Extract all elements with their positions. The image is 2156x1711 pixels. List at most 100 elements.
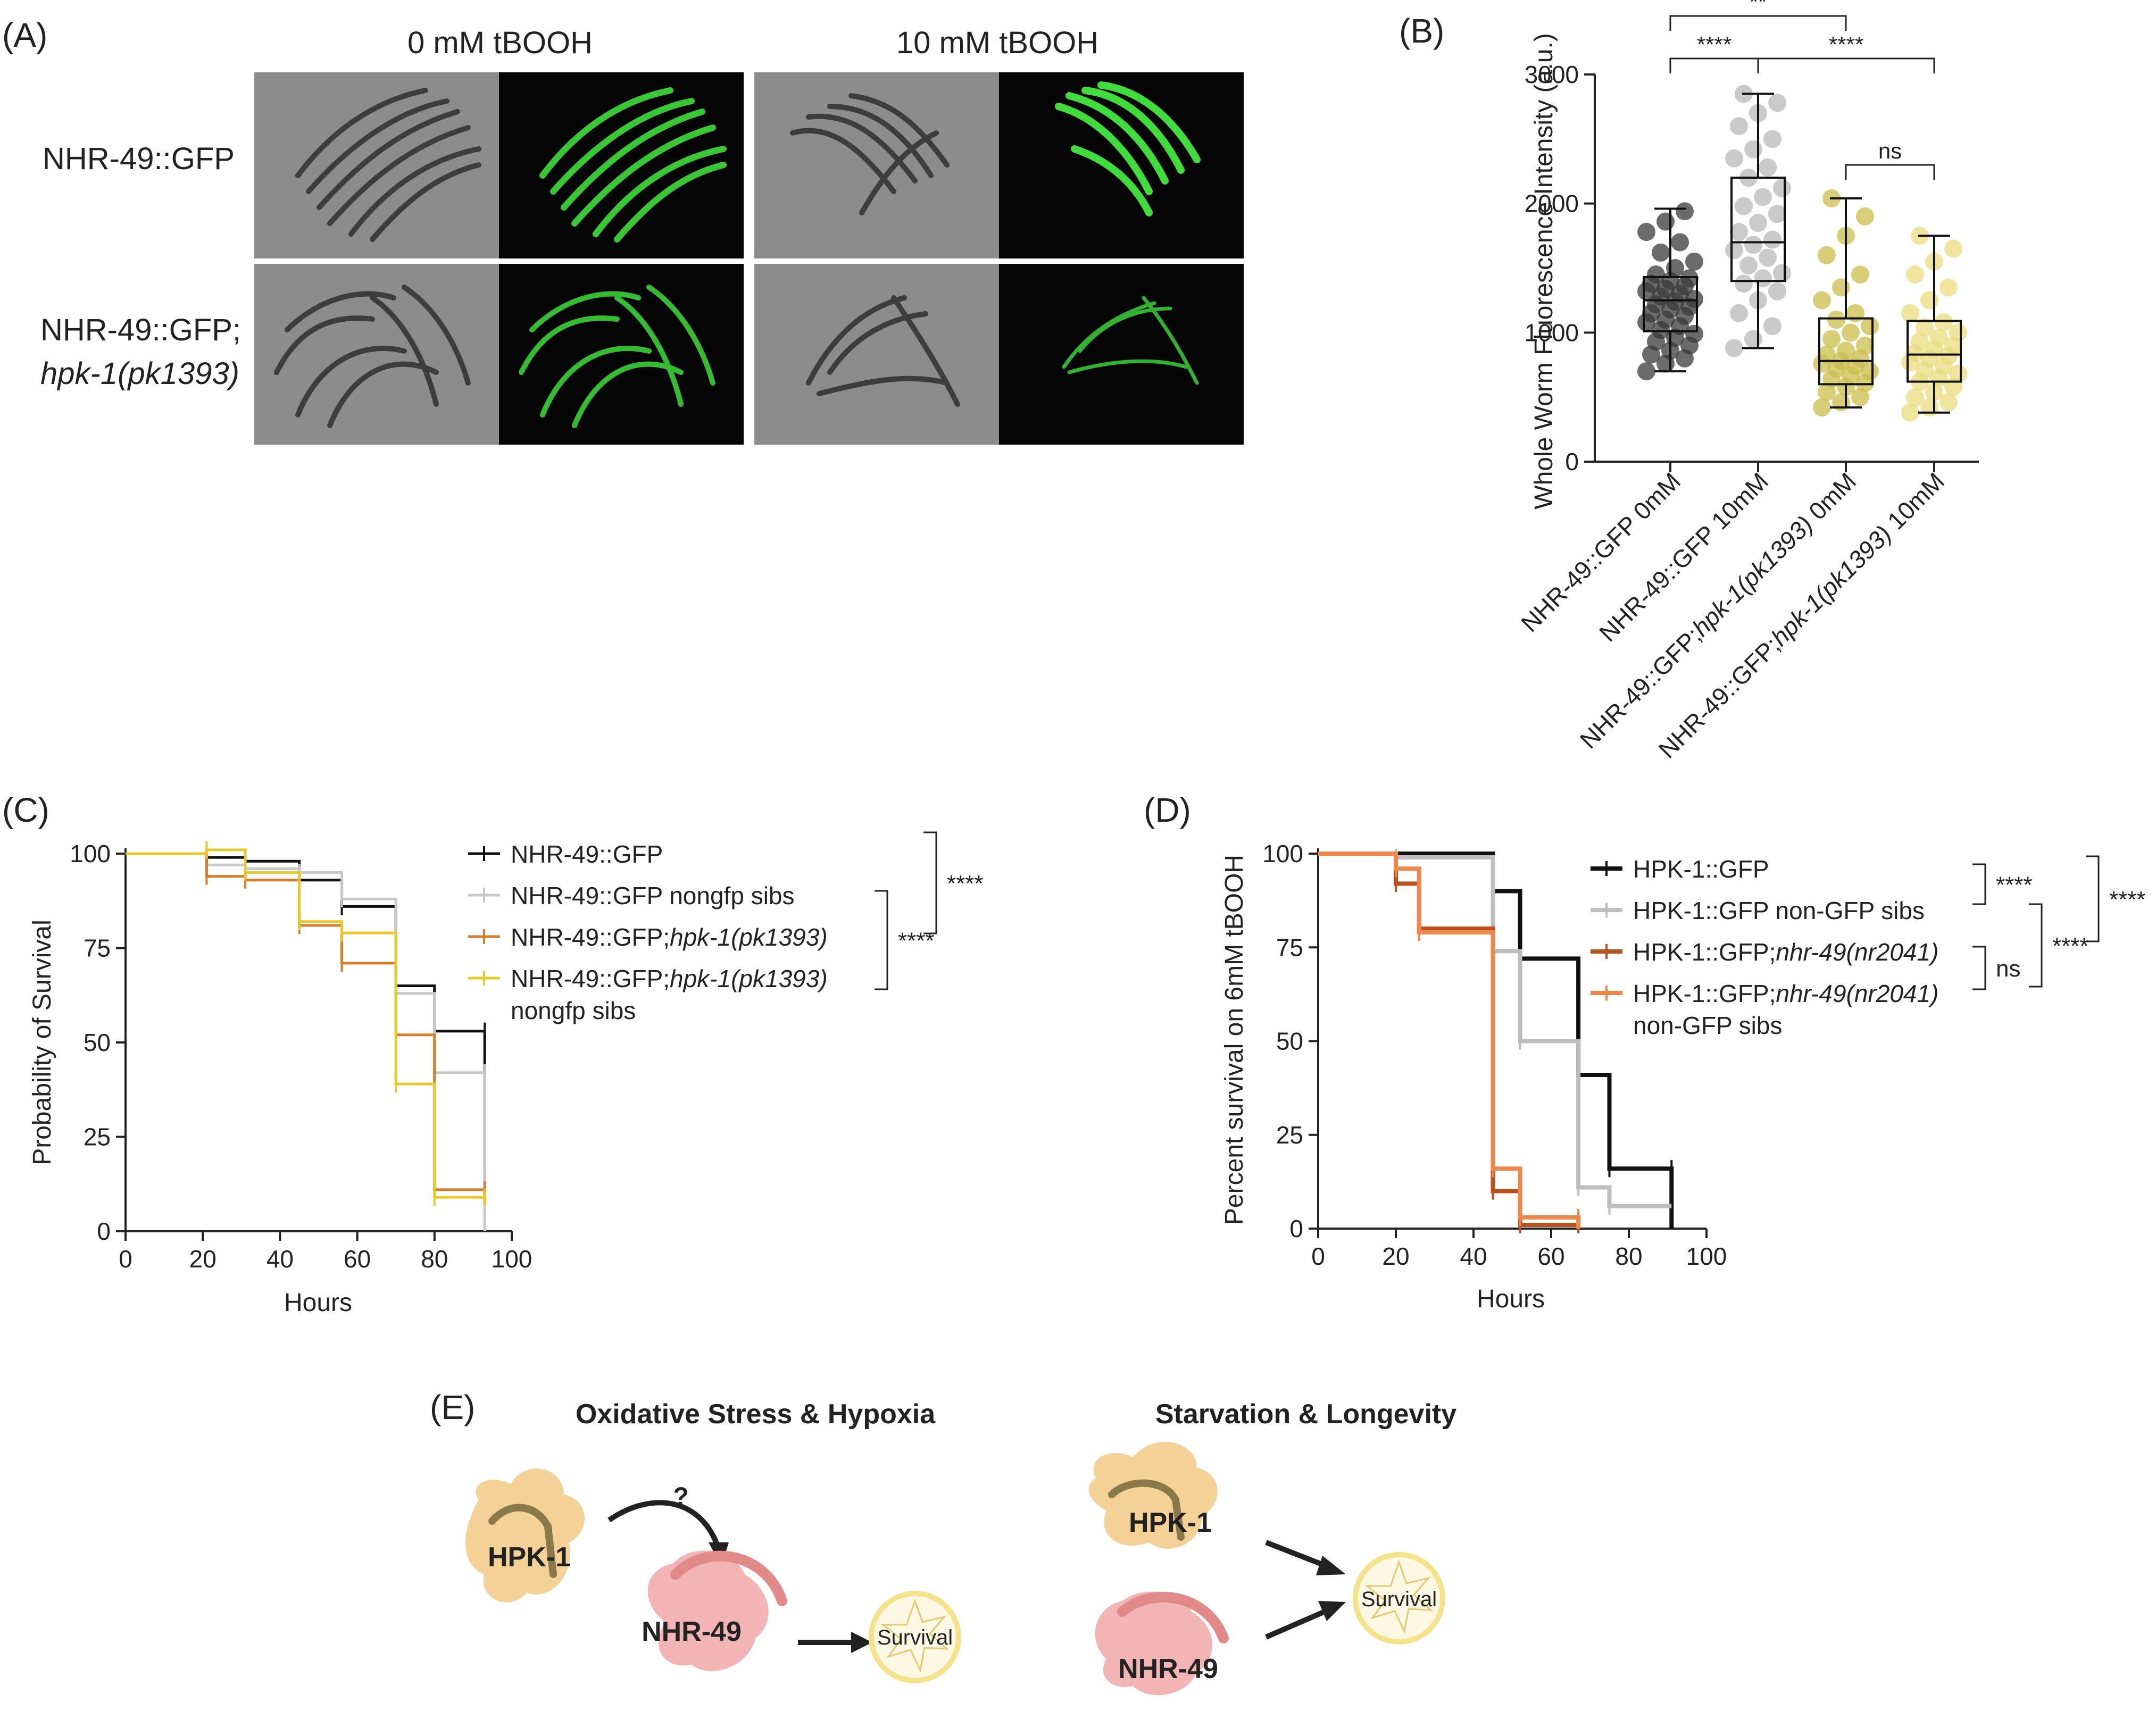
c-sig-bracket [923, 831, 937, 934]
b-point [1685, 252, 1703, 271]
b-point [1813, 398, 1831, 417]
c-series-line [126, 852, 486, 1231]
b-point [1851, 265, 1869, 284]
micrograph-wt-10mm-gfp [999, 72, 1244, 258]
b-sig-bracket [1669, 15, 1847, 31]
c-legend-label: NHR-49::GFP;hpk-1(pk1393) [511, 923, 828, 951]
b-point [1647, 265, 1665, 284]
b-point [1930, 329, 1948, 347]
b-point [1944, 239, 1962, 258]
panel-c: (C) Probability of Survival Hours 0 25 50 7… [2, 791, 984, 1317]
b-point [1685, 324, 1703, 343]
b-point [1920, 291, 1938, 310]
b-point [1744, 236, 1762, 254]
panel-d-y-axis-label: Percent survival on 6mM tBOOH [1220, 855, 1248, 1225]
c-y-tick-label: 0 [97, 1217, 111, 1245]
b-point [1856, 207, 1874, 226]
b-point [1916, 318, 1934, 337]
b-point [1851, 388, 1869, 406]
panel-e-letter: (E) [430, 1388, 475, 1426]
panel-e: (E) Oxidative Stress & Hypoxia Starvatio… [430, 1388, 1456, 1696]
b-point [1680, 269, 1699, 288]
b-point [1637, 223, 1655, 241]
c-x-tick-label: 20 [189, 1245, 217, 1273]
b-point [1818, 345, 1836, 364]
b-point [1949, 323, 1967, 342]
d-y-tick-label: 25 [1276, 1121, 1303, 1149]
question-mark: ? [673, 1483, 688, 1511]
c-sig-label: **** [947, 871, 984, 897]
b-point [1906, 388, 1924, 406]
b-point [1739, 256, 1758, 275]
panel-b-letter: (B) [1399, 12, 1444, 50]
b-box [1907, 320, 1962, 383]
b-point [1856, 336, 1874, 355]
b-point [1730, 223, 1748, 241]
hpk1-label-left: HPK-1 [488, 1542, 571, 1573]
d-sig-bracket [1972, 863, 1986, 905]
b-point [1759, 158, 1777, 177]
b-sig-bracket [1669, 57, 1759, 73]
b-point [1773, 179, 1791, 197]
c-x-tick-label: 0 [119, 1245, 132, 1273]
arrow-hpk1-to-nhr49 [607, 1500, 721, 1549]
c-x-tick-label: 40 [267, 1245, 294, 1273]
c-y-tick-label: 100 [70, 840, 111, 867]
panel-e-right-title: Starvation & Longevity [1155, 1399, 1456, 1430]
hpk1-protein-right: HPK-1 [1088, 1442, 1218, 1549]
b-point [1685, 290, 1703, 308]
survival-badge-right: Survival [1353, 1552, 1445, 1645]
arrow-nhr49-to-survival-right [1265, 1608, 1328, 1640]
b-point [1735, 197, 1753, 215]
d-y-tick-label: 100 [1262, 840, 1303, 867]
d-sig-bracket [2029, 903, 2043, 988]
b-point [1671, 233, 1689, 252]
b-point [1768, 205, 1786, 223]
survival-label-right: Survival [1361, 1588, 1437, 1611]
panel-a: (A) 0 mM tBOOH 10 mM tBOOH NHR-49::GFP N… [2, 16, 1244, 445]
micrograph-wt-0mm-gfp [499, 72, 744, 258]
b-point [1725, 339, 1743, 357]
b-point [1773, 264, 1791, 282]
c-series-line [126, 848, 486, 1205]
d-x-tick-label: 80 [1615, 1242, 1642, 1270]
b-y-tick-label: 2000 [1525, 190, 1579, 218]
micrograph-mut-0mm-brightfield [254, 264, 499, 445]
arrowhead-nhr49-to-survival-right [1318, 1601, 1346, 1621]
d-legend-label-sub: non-GFP sibs [1633, 1012, 1782, 1039]
micrograph-mut-0mm-gfp [499, 264, 744, 445]
panel-c-y-axis-label: Probability of Survival [28, 920, 56, 1165]
b-point [1637, 362, 1655, 381]
b-box [1818, 317, 1874, 386]
c-sig-bracket [875, 890, 888, 990]
b-point [1725, 149, 1743, 168]
arrowhead-hpk1-to-survival [1316, 1556, 1346, 1575]
b-point [1906, 265, 1924, 284]
d-x-tick-label: 0 [1311, 1242, 1325, 1270]
b-point [1901, 304, 1919, 322]
micrograph-mut-10mm-gfp [999, 264, 1244, 445]
c-sig-label: **** [898, 928, 935, 954]
d-x-tick-label: 40 [1460, 1242, 1487, 1270]
panel-b: (B) Whole Worm Fluorescence Intensity (a… [1399, 0, 1979, 764]
b-box [1643, 276, 1698, 332]
b-point [1759, 248, 1777, 267]
col-header-10mm: 10 mM tBOOH [896, 26, 1098, 60]
d-x-tick-label: 60 [1537, 1242, 1564, 1270]
panel-b-y-axis-label: Whole Worm Fluorescence Intensity (a.u.) [1530, 33, 1558, 509]
b-point [1725, 241, 1743, 260]
d-x-tick-label: 100 [1686, 1242, 1727, 1270]
d-sig-label: **** [2052, 933, 2089, 959]
arrow-hpk1-to-survival [1265, 1540, 1328, 1569]
d-y-tick-label: 50 [1276, 1028, 1303, 1055]
panel-d: (D) Percent survival on 6mM tBOOH Hours … [1144, 791, 2146, 1313]
micrograph-wt-0mm-brightfield [254, 72, 499, 258]
b-point [1939, 393, 1958, 412]
d-legend-label: HPK-1::GFP;nhr-49(nr2041) [1633, 938, 1938, 966]
b-point [1813, 291, 1831, 310]
d-sig-label: **** [1996, 872, 2033, 898]
c-x-tick-label: 80 [421, 1245, 448, 1273]
d-sig-bracket [1972, 946, 1986, 990]
